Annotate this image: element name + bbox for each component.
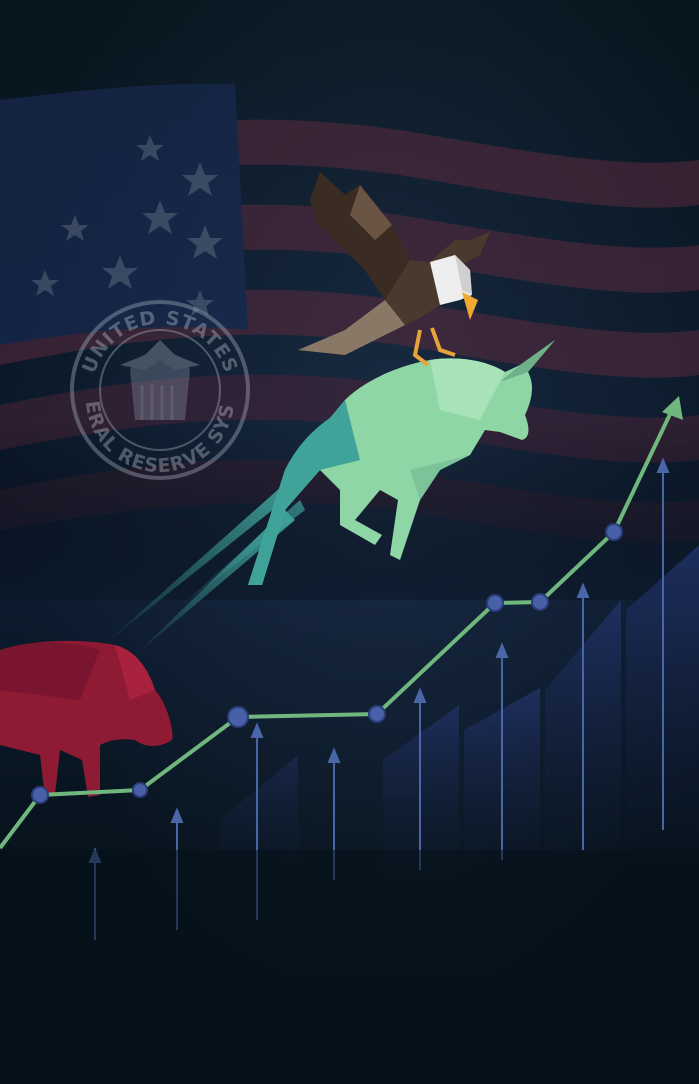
eagle-icon (298, 172, 490, 367)
trend-line (0, 396, 683, 850)
bear-icon (0, 640, 173, 798)
trend-arrow-icon (662, 396, 683, 420)
bull-icon (248, 340, 555, 585)
